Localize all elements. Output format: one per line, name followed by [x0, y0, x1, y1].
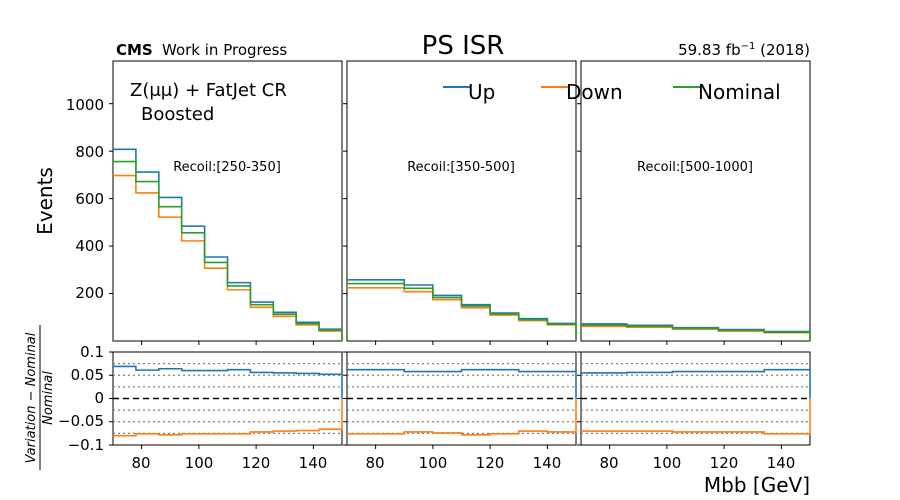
recoil-label-panel-1: Recoil:[250-350] [173, 160, 281, 175]
x-tick-label: 100 [653, 454, 682, 472]
x-tick-label: 140 [767, 454, 796, 472]
x-axis-label: Mbb [GeV] [704, 473, 810, 497]
panel-3-frame [580, 60, 811, 342]
ratio-y-label-denominator: Nominal [41, 371, 56, 425]
step-up-panel-2 [347, 278, 577, 341]
chart-title: PS ISR [422, 31, 505, 61]
panel-2-frame [346, 60, 577, 342]
legend: Up Down Nominal [443, 80, 781, 104]
y-tick-label: 1000 [66, 96, 104, 114]
ratio-step-up-panel-3 [581, 368, 811, 399]
panel-1-frame [112, 60, 343, 342]
ratio-y-tick-label: 0.05 [71, 366, 104, 384]
ratio-y-tick-label: −0.1 [68, 436, 104, 454]
luminosity-exponent: −1 [741, 41, 756, 52]
x-tick-label: 80 [131, 454, 150, 472]
y-tick-label: 800 [75, 143, 104, 161]
cms-label: CMS [116, 41, 153, 59]
y-tick-label: 400 [75, 237, 104, 255]
ratio-y-tick-label: −0.05 [58, 412, 104, 430]
ratio-step-down-panel-3 [581, 398, 811, 435]
ratio-y-tick-label: 0.1 [80, 343, 104, 361]
ratio-step-up-panel-2 [347, 368, 577, 399]
legend-down-label: Down [566, 80, 623, 104]
luminosity-label: 59.83 fb−1 (2018) [678, 41, 810, 59]
ratio-step-down-panel-2 [347, 398, 577, 436]
region-sublabel: Boosted [141, 104, 214, 125]
ratio-y-axis-label: Variation − Nominal Nominal [24, 325, 56, 470]
luminosity-year: (2018) [755, 41, 810, 59]
x-tick-label: 140 [299, 454, 328, 472]
x-tick-label: 100 [419, 454, 448, 472]
luminosity-value: 59.83 fb [678, 41, 741, 59]
ratio-y-label-numerator: Variation − Nominal [24, 332, 39, 463]
chart-marks [109, 103, 811, 449]
x-tick-label: 100 [185, 454, 214, 472]
legend-up-label: Up [468, 80, 495, 104]
legend-nominal-label: Nominal [698, 80, 781, 104]
recoil-label-panel-2: Recoil:[350-500] [407, 160, 515, 175]
y-tick-label: 200 [75, 284, 104, 302]
y-tick-label: 600 [75, 190, 104, 208]
step-nominal-panel-1 [113, 160, 343, 341]
recoil-label-panel-3: Recoil:[500-1000] [637, 160, 753, 175]
y-axis-label: Events [33, 167, 57, 235]
work-in-progress-label: Work in Progress [162, 41, 287, 59]
x-tick-label: 140 [533, 454, 562, 472]
x-tick-label: 80 [599, 454, 618, 472]
step-nominal-panel-3 [581, 324, 811, 341]
ratio-step-up-panel-1 [113, 365, 343, 399]
x-tick-label: 80 [365, 454, 384, 472]
ratio-y-tick-label: 0 [94, 389, 104, 407]
x-tick-label: 120 [242, 454, 271, 472]
step-nominal-panel-2 [347, 282, 577, 341]
region-label: Z(μμ) + FatJet CR [130, 80, 287, 101]
step-up-panel-1 [113, 148, 343, 341]
ratio-step-down-panel-1 [113, 398, 343, 437]
x-tick-label: 120 [710, 454, 739, 472]
x-tick-label: 120 [476, 454, 505, 472]
